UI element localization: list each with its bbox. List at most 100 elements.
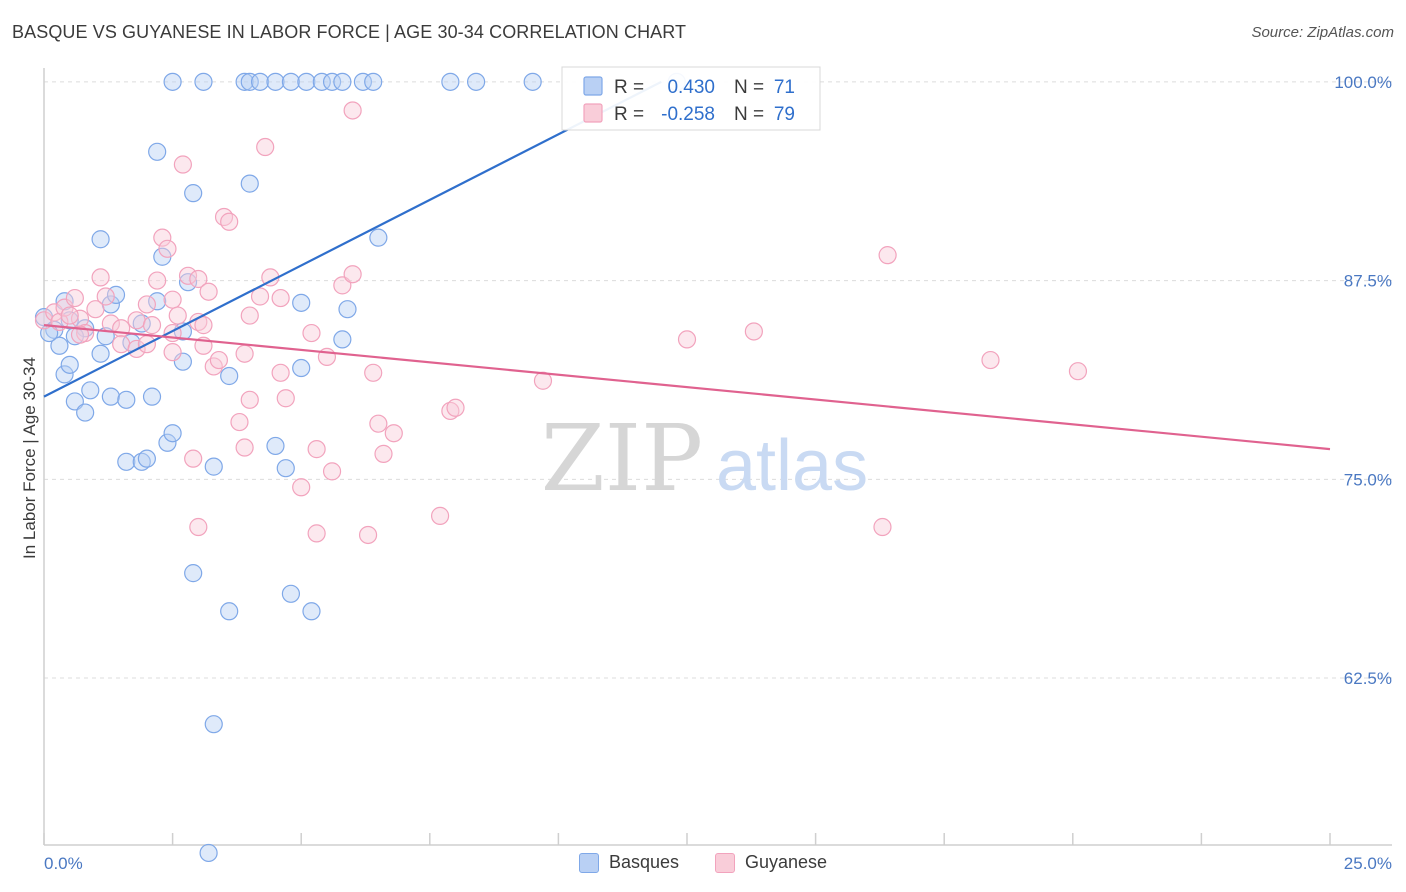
guyanese-point bbox=[168, 306, 187, 325]
basques-point bbox=[281, 72, 301, 91]
guyanese-point bbox=[250, 287, 270, 306]
guyanese-n-value: 79 bbox=[774, 104, 795, 125]
guyanese-point bbox=[45, 303, 64, 322]
x-tick-label-0: 0.0% bbox=[44, 854, 83, 873]
y-tick-label-2: 75.0% bbox=[1344, 470, 1392, 489]
x-tick-label-1: 25.0% bbox=[1344, 854, 1392, 873]
basques-point bbox=[142, 387, 162, 406]
basques-point bbox=[364, 72, 383, 91]
y-tick-label-3: 62.5% bbox=[1344, 669, 1392, 688]
basques-point bbox=[240, 72, 259, 91]
guyanese-point bbox=[744, 322, 763, 341]
guyanese-point bbox=[70, 309, 90, 328]
basques-r-label: R = bbox=[614, 77, 644, 98]
guyanese-point bbox=[142, 316, 162, 335]
y-axis-label: In Labor Force | Age 30-34 bbox=[20, 357, 39, 559]
basques-point bbox=[148, 142, 167, 161]
legend-label-guyanese: Guyanese bbox=[745, 852, 828, 872]
guyanese-point bbox=[163, 343, 182, 362]
basques-point bbox=[276, 459, 295, 478]
basques-point bbox=[266, 436, 285, 456]
guyanese-point bbox=[333, 276, 352, 295]
guyanese-point bbox=[127, 311, 146, 330]
chart-title: BASQUE VS GUYANESE IN LABOR FORCE | AGE … bbox=[12, 22, 687, 42]
basques-point bbox=[184, 184, 203, 203]
guyanese-point bbox=[235, 344, 254, 363]
guyanese-point bbox=[374, 444, 393, 463]
watermark-zip: ZIP bbox=[541, 405, 703, 512]
basques-point bbox=[163, 424, 182, 443]
basques-point bbox=[220, 602, 239, 621]
basques-point bbox=[466, 72, 486, 91]
legend-swatch-guyanese bbox=[715, 852, 735, 873]
guyanese-point bbox=[240, 306, 259, 325]
stats-legend: R = 0.430 N = 71 R = -0.258 N = 79 bbox=[561, 66, 821, 131]
guyanese-point bbox=[112, 319, 131, 338]
basques-point bbox=[523, 72, 542, 91]
basques-point bbox=[194, 72, 213, 91]
basques-point bbox=[292, 358, 311, 378]
guyanese-point bbox=[163, 290, 182, 309]
basques-point bbox=[312, 72, 331, 91]
stats-legend-box bbox=[561, 66, 821, 131]
basques-point bbox=[55, 292, 74, 311]
basques-point bbox=[91, 230, 110, 249]
guyanese-point bbox=[70, 325, 90, 344]
guyanese-point bbox=[220, 212, 239, 231]
basques-n-label: N = bbox=[734, 77, 764, 98]
basques-point bbox=[148, 292, 167, 311]
guyanese-point bbox=[873, 517, 892, 537]
basques-n-value: 71 bbox=[774, 77, 795, 98]
guyanese-point bbox=[158, 239, 177, 258]
basques-point bbox=[76, 403, 95, 422]
basques-point bbox=[220, 366, 239, 386]
guyanese-point bbox=[184, 449, 203, 468]
guyanese-point bbox=[878, 246, 897, 265]
basques-point bbox=[65, 392, 84, 411]
guyanese-point bbox=[91, 268, 110, 287]
guyanese-point bbox=[292, 478, 311, 497]
guyanese-point bbox=[96, 287, 115, 306]
guyanese-point bbox=[240, 390, 259, 409]
basques-point bbox=[250, 72, 270, 91]
guyanese-point bbox=[189, 517, 208, 537]
y-tick-label-1: 87.5% bbox=[1344, 272, 1392, 291]
guyanese-point bbox=[384, 424, 403, 443]
basques-point bbox=[163, 72, 182, 91]
legend-swatch-basques bbox=[578, 852, 599, 873]
series-basques bbox=[34, 72, 686, 863]
basques-trend-line bbox=[43, 80, 662, 398]
guyanese-point bbox=[60, 306, 79, 325]
guyanese-point bbox=[441, 401, 460, 421]
guyanese-legend-swatch bbox=[583, 103, 603, 123]
basques-point bbox=[199, 843, 218, 863]
guyanese-point bbox=[302, 323, 321, 343]
basques-point bbox=[204, 457, 223, 476]
guyanese-point bbox=[230, 412, 249, 432]
basques-r-value: 0.430 bbox=[667, 77, 715, 98]
basques-point bbox=[333, 330, 352, 349]
guyanese-point bbox=[677, 330, 697, 349]
basques-point bbox=[338, 300, 357, 319]
guyanese-point bbox=[86, 300, 105, 319]
guyanese-point bbox=[65, 288, 84, 308]
basques-point bbox=[101, 387, 120, 406]
guyanese-n-label: N = bbox=[734, 104, 764, 125]
basques-point bbox=[297, 72, 316, 91]
legend-label-basques: Basques bbox=[608, 852, 679, 872]
basques-point bbox=[60, 355, 79, 374]
basques-point bbox=[369, 228, 388, 247]
basques-point bbox=[184, 564, 203, 583]
basques-point bbox=[322, 72, 342, 91]
guyanese-point bbox=[209, 350, 228, 370]
guyanese-point bbox=[189, 269, 208, 289]
series-guyanese bbox=[34, 101, 1088, 545]
basques-point bbox=[441, 72, 460, 91]
basques-point bbox=[50, 336, 69, 355]
basques-point bbox=[292, 293, 311, 312]
basques-point bbox=[333, 72, 352, 91]
guyanese-point bbox=[256, 137, 275, 157]
basques-point bbox=[117, 390, 136, 409]
guyanese-r-value: -0.258 bbox=[661, 104, 715, 125]
